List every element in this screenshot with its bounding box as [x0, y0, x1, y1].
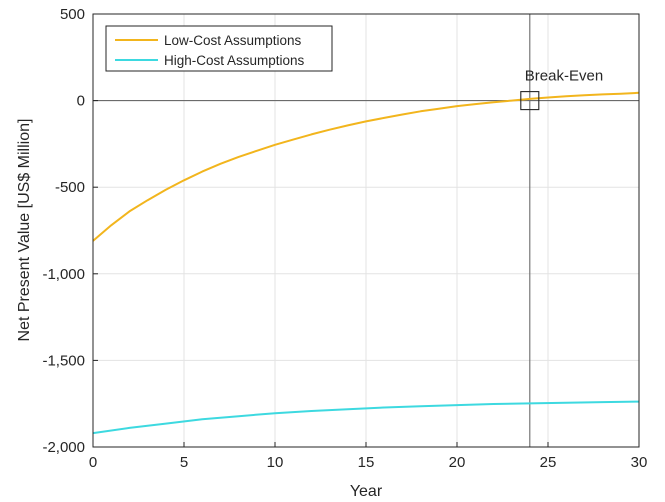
x-tick-label: 20 [449, 454, 466, 471]
legend-label-high-cost: High-Cost Assumptions [164, 53, 305, 68]
x-tick-label: 15 [358, 454, 375, 471]
series-group [92, 91, 640, 435]
y-tick-label: 500 [60, 6, 85, 23]
break-even-marker [520, 91, 540, 111]
y-tick-label: 0 [77, 93, 85, 110]
y-tick-label: -2,000 [42, 439, 85, 456]
y-tick-label: -1,000 [42, 266, 85, 283]
x-axis-title: Year [350, 483, 383, 500]
ticks: 0 5 10 15 20 25 30 -2,000 -1,500 -1,000 -500 0 500 [42, 6, 647, 471]
x-tick-label: 0 [89, 454, 97, 471]
series-line-0 [92, 91, 640, 242]
y-axis-title: Net Present Value [US$ Million] [16, 119, 33, 342]
x-tick-label: 25 [540, 454, 557, 471]
legend-label-low-cost: Low-Cost Assumptions [164, 33, 302, 48]
y-tick-label: -1,500 [42, 352, 85, 369]
break-even-label: Break-Even [525, 68, 603, 85]
y-tick-label: -500 [55, 179, 85, 196]
legend-box [105, 25, 333, 72]
reference-lines [93, 14, 639, 447]
legend: Low-Cost Assumptions High-Cost Assumptio… [105, 25, 333, 72]
series-line-1 [92, 400, 640, 435]
x-tick-label: 5 [180, 454, 188, 471]
x-tick-label: 10 [267, 454, 284, 471]
x-tick-label: 30 [631, 454, 648, 471]
break-even-annotation: Break-Even [520, 68, 603, 111]
